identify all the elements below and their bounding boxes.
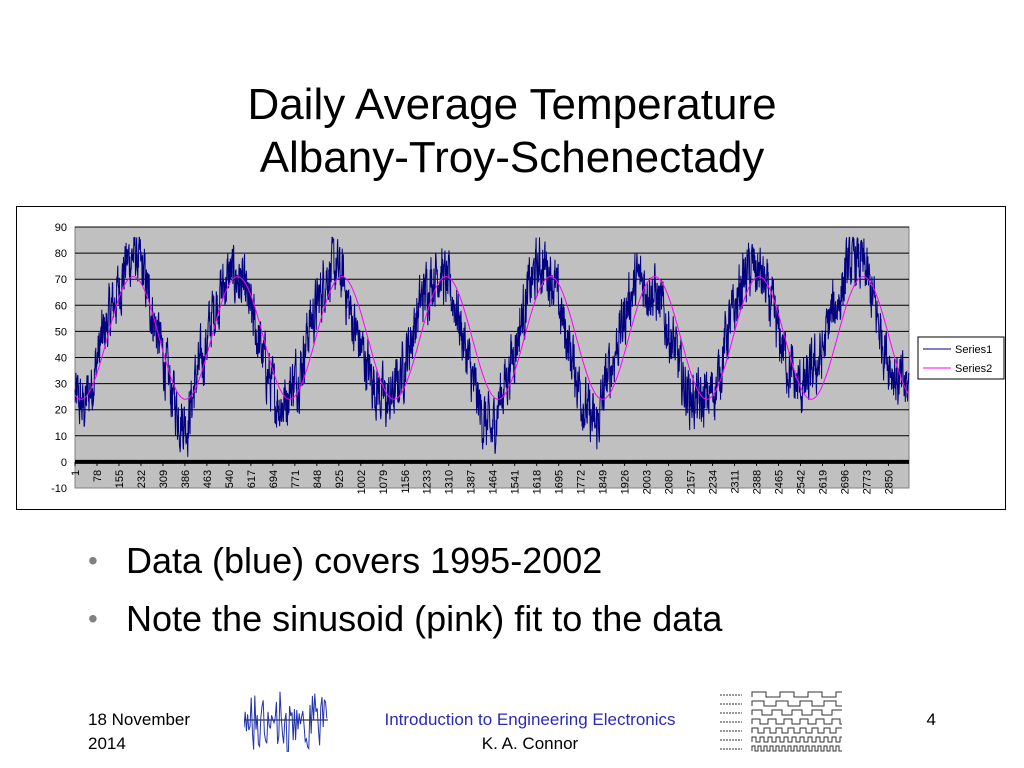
x-tick-label: 1156 <box>400 470 412 494</box>
bullet-list: • Data (blue) covers 1995-2002 • Note th… <box>88 540 722 656</box>
x-tick-label: 1926 <box>620 470 632 494</box>
footer-date: 18 November 2014 <box>88 708 238 756</box>
timing-trace <box>751 718 842 725</box>
x-tick-label: 1849 <box>598 470 610 494</box>
timing-trace <box>751 700 842 707</box>
x-tick-label: 1618 <box>532 470 544 494</box>
x-tick-label: 2696 <box>839 470 851 494</box>
bullet-icon: • <box>88 545 98 576</box>
x-tick-label: 925 <box>334 470 346 488</box>
timing-trace <box>751 691 842 698</box>
timing-trace <box>751 745 842 752</box>
legend-box <box>917 336 1005 380</box>
y-tick-label: -10 <box>51 483 67 495</box>
x-tick-label: 1541 <box>510 470 522 494</box>
y-tick-label: 70 <box>55 274 67 286</box>
x-tick-label: 2465 <box>774 470 786 494</box>
x-tick-label: 1079 <box>378 470 390 494</box>
footer-date-line2: 2014 <box>88 734 126 753</box>
x-tick-label: 2234 <box>708 470 720 494</box>
x-tick-label: 694 <box>268 470 280 488</box>
slide-title: Daily Average Temperature Albany-Troy-Sc… <box>0 78 1024 184</box>
x-tick-label: 1 <box>70 470 82 476</box>
footer-course-title: Introduction to Engineering Electronics <box>384 710 676 729</box>
x-tick-label: 463 <box>202 470 214 488</box>
x-tick-label: 2311 <box>730 470 742 494</box>
bullet-text-data: Data (blue) covers 1995-2002 <box>126 540 603 581</box>
x-tick-label: 386 <box>180 470 192 488</box>
y-tick-label: 90 <box>55 222 67 234</box>
x-tick-label: 1464 <box>488 470 500 494</box>
noisy-signal-icon <box>244 691 328 752</box>
x-tick-label: 771 <box>290 470 302 488</box>
timing-diagram-icon <box>720 691 842 752</box>
series1-line <box>74 236 910 457</box>
y-tick-label: 60 <box>55 300 67 312</box>
temperature-chart: 90 80 70 60 50 40 30 20 10 0 -10 1 78 155 232 309 386 463… <box>16 206 1006 510</box>
x-tick-label: 232 <box>136 470 148 488</box>
series2-line <box>74 276 910 400</box>
x-tick-label: 1772 <box>576 470 588 494</box>
x-tick-label: 78 <box>92 470 104 482</box>
x-tick-label: 848 <box>312 470 324 488</box>
bullet-text-sinusoid: Note the sinusoid (pink) fit to the data <box>126 598 723 639</box>
footer-author: K. A. Connor <box>481 734 579 753</box>
y-tick-label: 0 <box>61 457 67 469</box>
x-tick-label: 2773 <box>861 470 873 494</box>
timing-trace <box>751 727 842 734</box>
y-tick-label: 50 <box>55 326 67 338</box>
x-tick-label: 1695 <box>554 470 566 494</box>
x-tick-label: 1310 <box>444 470 456 494</box>
slide-title-line1: Daily Average Temperature <box>247 80 777 129</box>
x-tick-label: 309 <box>158 470 170 488</box>
y-tick-label: 30 <box>55 379 67 391</box>
x-tick-label: 2003 <box>642 470 654 494</box>
y-tick-label: 80 <box>55 248 67 260</box>
x-tick-label: 155 <box>114 470 126 488</box>
x-tick-label: 1233 <box>422 470 434 494</box>
timing-trace <box>751 709 842 716</box>
x-tick-label: 2080 <box>664 470 676 494</box>
bullet-icon: • <box>88 603 98 634</box>
y-tick-label: 10 <box>55 431 67 443</box>
x-tick-label: 617 <box>246 470 258 488</box>
bullet-item-sinusoid: • Note the sinusoid (pink) fit to the da… <box>88 598 722 640</box>
bullet-item-data: • Data (blue) covers 1995-2002 <box>88 540 722 582</box>
timing-trace <box>751 736 842 743</box>
footer-center: Introduction to Engineering Electronics … <box>352 708 708 756</box>
x-tick-label: 2619 <box>817 470 829 494</box>
x-tick-label: 1002 <box>356 470 368 494</box>
chart-svg: 90 80 70 60 50 40 30 20 10 0 -10 1 78 155 232 309 386 463… <box>51 222 1005 495</box>
y-tick-label: 40 <box>55 353 67 365</box>
footer-date-line1: 18 November <box>88 710 191 729</box>
x-tick-label: 2157 <box>686 470 698 494</box>
legend-label-series1: Series1 <box>955 344 992 356</box>
x-tick-label: 540 <box>224 470 236 488</box>
x-tick-label: 2850 <box>883 470 895 494</box>
y-tick-label: 20 <box>55 405 67 417</box>
legend-label-series2: Series2 <box>955 363 992 375</box>
slide-title-line2: Albany-Troy-Schenectady <box>259 133 765 182</box>
x-tick-label: 2542 <box>796 470 808 494</box>
page-number: 4 <box>926 710 936 729</box>
x-tick-label: 2388 <box>752 470 764 494</box>
x-tick-label: 1387 <box>466 470 478 494</box>
